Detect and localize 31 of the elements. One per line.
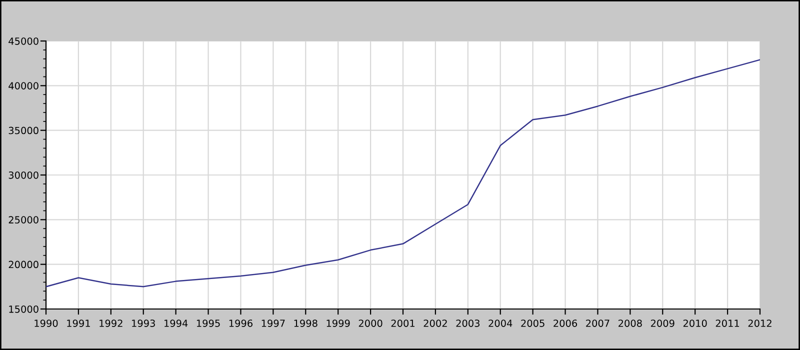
x-tick-label: 1999 [326, 320, 350, 327]
x-tick-label: 1997 [262, 320, 285, 327]
x-tick-label: 2010 [683, 320, 707, 327]
y-tick-label: 40000 [8, 82, 38, 90]
x-tick-label: 1992 [100, 320, 122, 327]
x-tick-label: 2002 [424, 320, 447, 327]
x-tick-label: 1996 [229, 320, 252, 327]
y-tick-label: 20000 [8, 260, 38, 268]
x-tick-label: 1998 [294, 320, 318, 327]
x-tick-label: 2004 [488, 320, 512, 327]
x-tick-label: 2001 [391, 320, 414, 327]
x-tick-label: 2009 [650, 320, 674, 327]
x-tick-label: 2006 [554, 320, 578, 327]
y-tick-label: 30000 [8, 171, 38, 179]
x-tick-label: 2007 [586, 320, 610, 327]
x-tick-label: 2000 [358, 320, 382, 327]
x-tick-label: 2003 [456, 320, 480, 327]
x-tick-label: 1990 [34, 320, 58, 327]
x-tick-label: 2008 [618, 320, 642, 327]
y-tick-label: 25000 [8, 216, 38, 224]
line-series [46, 59, 760, 288]
x-tick-label: 1993 [132, 320, 155, 327]
x-tick-label: 2012 [748, 320, 772, 327]
y-tick-label: 35000 [8, 126, 38, 134]
y-tick-label: 45000 [8, 37, 38, 45]
y-tick-label: 15000 [9, 305, 38, 313]
x-tick-label: 1991 [67, 320, 90, 327]
x-tick-label: 1995 [196, 320, 220, 327]
x-tick-label: 2011 [716, 320, 740, 327]
x-tick-label: 2005 [521, 320, 544, 327]
x-tick-label: 1994 [164, 320, 188, 327]
